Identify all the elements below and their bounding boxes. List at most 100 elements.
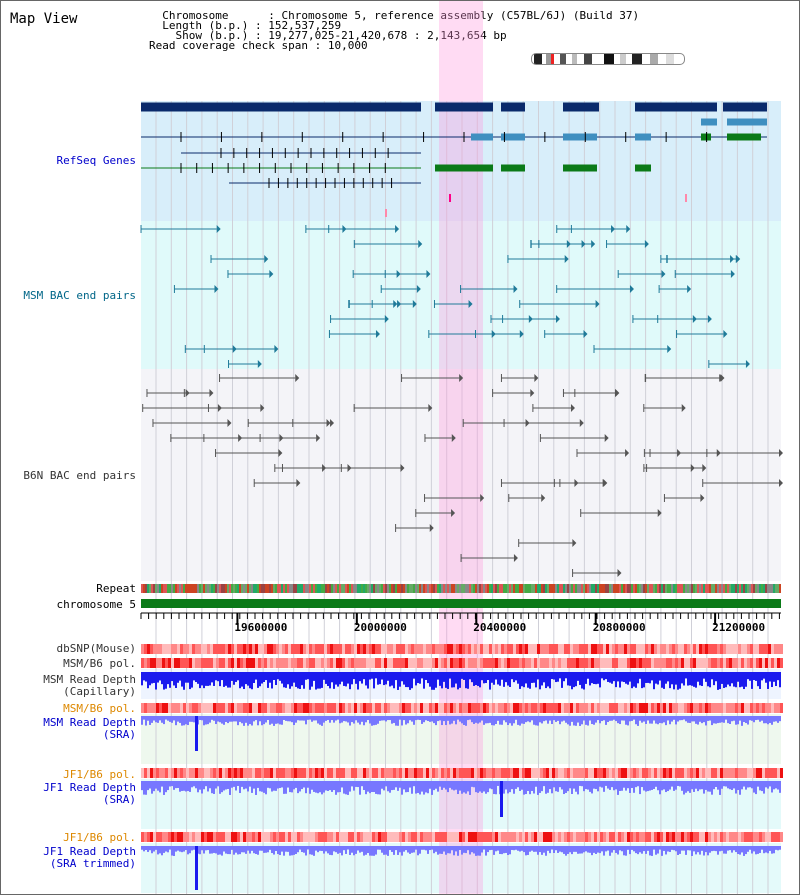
read-depth-bar (357, 672, 359, 690)
polymorphism-cell (330, 832, 333, 842)
read-depth-bar (313, 781, 315, 792)
read-depth-bar (465, 716, 467, 726)
read-depth-bar (459, 672, 461, 688)
read-depth-bar (659, 716, 661, 723)
read-depth-bar (643, 672, 645, 688)
polymorphism-cell (324, 644, 327, 654)
read-depth-bar (163, 716, 165, 725)
polymorphism-cell (318, 644, 321, 654)
read-depth-bar (589, 716, 591, 721)
track-label-jf1-b6-pol-2[interactable]: JF1/B6 pol. (63, 831, 136, 844)
polymorphism-cell (237, 703, 240, 713)
track-label-chromosome[interactable]: chromosome 5 (56, 598, 136, 611)
track-label-jf1-depth-trimmed[interactable]: JF1 Read Depth (SRA trimmed) (1, 846, 136, 870)
msm-bac-arrow (723, 330, 728, 338)
polymorphism-cell (183, 703, 186, 713)
polymorphism-cell (453, 768, 456, 778)
polymorphism-cell (660, 832, 663, 842)
track-label-msm-b6-pol-2[interactable]: MSM/B6 pol. (63, 702, 136, 715)
read-depth-bar (435, 672, 437, 688)
polymorphism-cell (384, 832, 387, 842)
read-depth-bar (315, 781, 317, 793)
read-depth-bar (743, 672, 745, 690)
track-label-msm-bac[interactable]: MSM BAC end pairs (23, 289, 136, 302)
b6n-bac-arrow (579, 419, 584, 427)
track-label-msm-b6-pol[interactable]: MSM/B6 pol. (63, 657, 136, 670)
read-depth-bar (441, 716, 443, 726)
polymorphism-cell (756, 703, 759, 713)
polymorphism-cell (648, 832, 651, 842)
polymorphism-cell (435, 658, 438, 668)
polymorphism-cell (474, 703, 477, 713)
polymorphism-cell (447, 658, 450, 668)
polymorphism-cell (516, 703, 519, 713)
polymorphism-cell (606, 644, 609, 654)
read-depth-bar (765, 846, 767, 853)
read-depth-bar (201, 716, 203, 721)
polymorphism-cell (651, 658, 654, 668)
repeat-segment (309, 584, 311, 593)
read-depth-bar (599, 846, 601, 854)
read-depth-bar (181, 846, 183, 853)
track-label-b6n-bac[interactable]: B6N BAC end pairs (23, 469, 136, 482)
read-depth-bar (501, 672, 503, 680)
read-depth-bar (699, 781, 701, 790)
repeat-segment (773, 584, 775, 593)
read-depth-bar (481, 716, 483, 721)
polymorphism-cell (528, 658, 531, 668)
polymorphism-cell (579, 703, 582, 713)
repeat-segment (699, 584, 701, 593)
polymorphism-cell (429, 768, 432, 778)
read-depth-bar (769, 781, 771, 787)
polymorphism-cell (615, 644, 618, 654)
polymorphism-cell (780, 703, 783, 713)
track-label-msm-depth-capillary[interactable]: MSM Read Depth (Capillary) (1, 674, 136, 698)
track-label-jf1-b6-pol[interactable]: JF1/B6 pol. (63, 768, 136, 781)
repeat-segment (537, 584, 539, 593)
repeat-segment (363, 584, 365, 593)
track-label-refseq[interactable]: RefSeq Genes (56, 154, 136, 167)
read-depth-bar (271, 781, 273, 792)
read-depth-bar (143, 672, 145, 681)
b6n-bac-arrow (295, 374, 300, 382)
read-depth-bar (735, 781, 737, 794)
read-depth-bar (469, 716, 471, 720)
polymorphism-cell (411, 658, 414, 668)
polymorphism-cell (315, 644, 318, 654)
track-label-msm-depth-sra[interactable]: MSM Read Depth (SRA) (1, 717, 136, 741)
polymorphism-cell (147, 644, 150, 654)
read-depth-bar (577, 672, 579, 681)
polymorphism-cell (555, 658, 558, 668)
read-depth-bar (425, 716, 427, 721)
read-depth-bar (489, 672, 491, 690)
read-depth-spike (195, 716, 198, 751)
chromosome-ideogram[interactable] (531, 53, 685, 65)
polymorphism-cell (291, 703, 294, 713)
read-depth-bar (321, 716, 323, 726)
read-depth-bar (543, 716, 545, 722)
read-depth-bar (611, 846, 613, 853)
read-depth-bar (173, 846, 175, 856)
polymorphism-cell (729, 768, 732, 778)
read-depth-bar (653, 846, 655, 850)
read-depth-bar (675, 781, 677, 790)
polymorphism-cell (729, 832, 732, 842)
polymorphism-cell (540, 644, 543, 654)
read-depth-spike (195, 846, 198, 890)
read-depth-bar (665, 672, 667, 684)
track-label-jf1-depth-sra[interactable]: JF1 Read Depth (SRA) (1, 782, 136, 806)
track-label-repeat[interactable]: Repeat (96, 582, 136, 595)
read-depth-bar (155, 716, 157, 723)
polymorphism-cell (312, 658, 315, 668)
track-label-dbsnp[interactable]: dbSNP(Mouse) (56, 642, 136, 655)
read-depth-bar (413, 716, 415, 725)
polymorphism-cell (444, 832, 447, 842)
polymorphism-cell (234, 768, 237, 778)
repeat-segment (187, 584, 189, 593)
read-depth-bar (765, 781, 767, 788)
read-depth-bar (703, 716, 705, 723)
repeat-segment (497, 584, 499, 593)
refseq-exon (635, 102, 717, 112)
repeat-segment (389, 584, 391, 593)
